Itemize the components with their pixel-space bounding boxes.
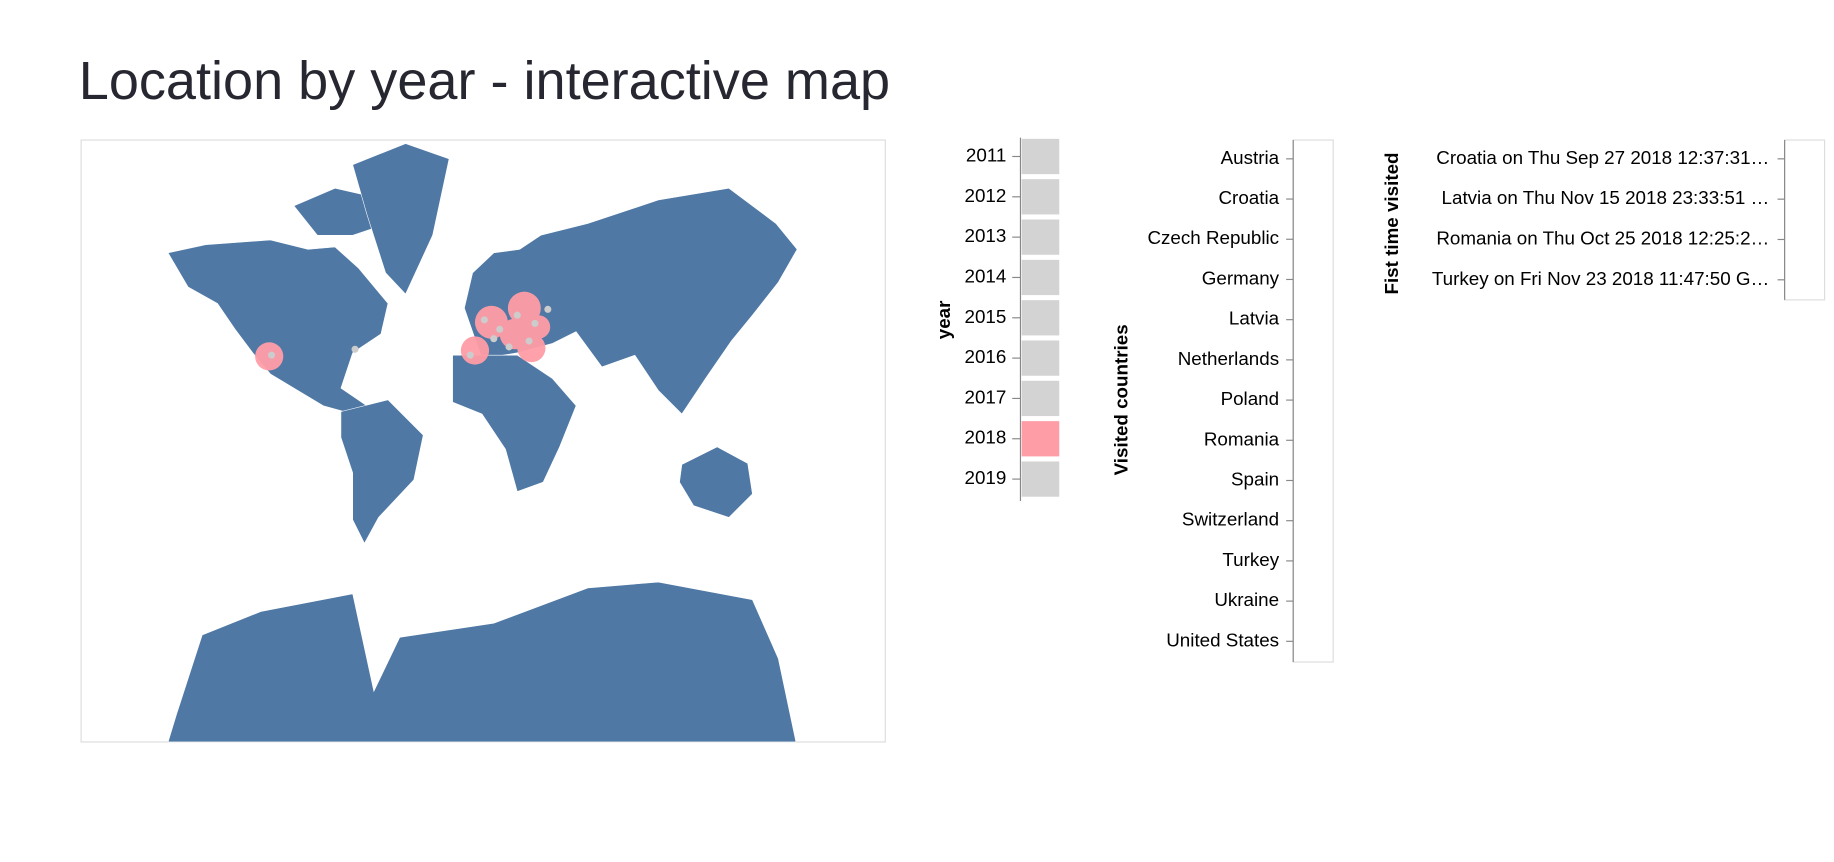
year-label: 2019	[965, 467, 1007, 488]
visit-label[interactable]: Romania on Thu Oct 25 2018 12:25:2…	[1436, 227, 1769, 248]
country-label[interactable]: Austria	[1221, 147, 1280, 168]
year-bar[interactable]	[1021, 380, 1060, 417]
first-visit-frame	[1784, 139, 1826, 301]
visit-label[interactable]: Croatia on Thu Sep 27 2018 12:37:31…	[1436, 147, 1769, 168]
world-map[interactable]	[80, 139, 886, 743]
year-bar[interactable]	[1021, 179, 1060, 215]
year-label: 2017	[965, 386, 1007, 407]
country-label[interactable]: United States	[1166, 629, 1279, 650]
country-label[interactable]: Germany	[1202, 267, 1280, 288]
visit-points	[268, 305, 552, 359]
year-bar[interactable]	[1021, 461, 1060, 497]
year-axis-title: year	[933, 300, 954, 339]
visit-label[interactable]: Latvia on Thu Nov 15 2018 23:33:51 …	[1442, 187, 1770, 208]
country-label[interactable]: Ukraine	[1214, 589, 1279, 610]
year-label: 2018	[965, 427, 1007, 448]
year-bar[interactable]	[1021, 219, 1060, 255]
countries-frame	[1292, 139, 1334, 663]
first-visit-axis-title: Fist time visited	[1381, 152, 1402, 294]
country-label[interactable]: Romania	[1204, 428, 1280, 449]
visit-label[interactable]: Turkey on Fri Nov 23 2018 11:47:50 G…	[1432, 268, 1769, 289]
country-label[interactable]: Switzerland	[1182, 509, 1279, 530]
country-label[interactable]: Turkey	[1222, 549, 1279, 570]
countries-axis-title: Visited countries	[1110, 324, 1131, 475]
country-label[interactable]: Czech Republic	[1147, 227, 1279, 248]
year-label: 2015	[965, 306, 1007, 327]
year-bar[interactable]	[1021, 259, 1060, 296]
year-label: 2011	[966, 144, 1006, 165]
country-label[interactable]: Croatia	[1218, 187, 1279, 208]
country-label[interactable]: Latvia	[1229, 308, 1280, 329]
year-bar[interactable]	[1021, 300, 1060, 336]
year-bar[interactable]	[1021, 138, 1060, 175]
year-bar[interactable]	[1021, 340, 1060, 376]
land	[167, 143, 798, 743]
country-label[interactable]: Spain	[1231, 468, 1279, 489]
page-title: Location by year - interactive map	[79, 51, 890, 111]
year-label: 2016	[965, 346, 1007, 367]
country-label[interactable]: Netherlands	[1178, 348, 1279, 369]
country-label[interactable]: Poland	[1221, 388, 1280, 409]
year-bar[interactable]	[1021, 421, 1060, 457]
year-label: 2014	[965, 265, 1007, 286]
year-label: 2012	[965, 185, 1007, 206]
year-label: 2013	[965, 225, 1007, 246]
